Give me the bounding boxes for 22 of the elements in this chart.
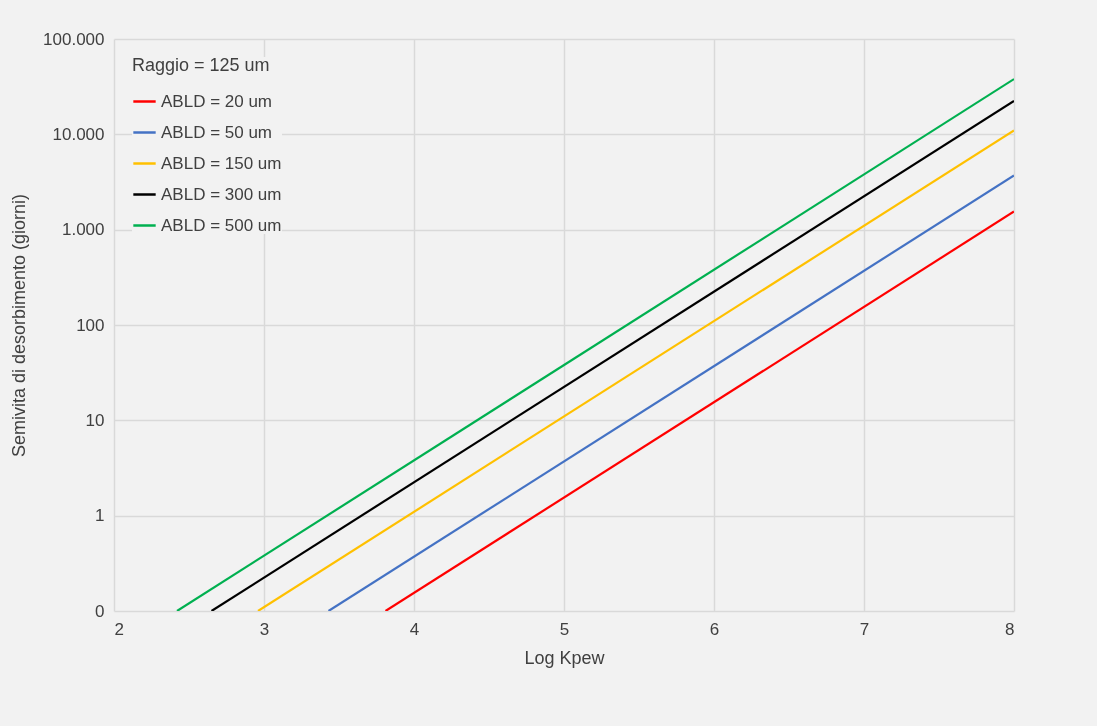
y-tick-label: 0: [95, 601, 105, 621]
legend-label: ABLD = 20 um: [161, 91, 273, 111]
y-tick-label: 100.000: [43, 29, 105, 49]
y-tick-label: 10.000: [52, 124, 105, 144]
x-tick-label: 2: [114, 619, 124, 639]
legend-label: ABLD = 300 um: [161, 184, 282, 204]
x-axis-title: Log Kpew: [524, 647, 606, 668]
x-tick-label: 5: [559, 619, 570, 639]
x-tick-label: 6: [709, 619, 720, 639]
x-tick-label: 4: [409, 619, 420, 639]
y-tick-label: 10: [85, 410, 105, 430]
x-tick-label: 3: [259, 619, 270, 639]
y-tick-label: 1: [95, 506, 105, 526]
legend-title: Raggio = 125 um: [132, 55, 270, 75]
y-tick-label: 1.000: [61, 220, 105, 240]
y-tick-label: 100: [76, 315, 105, 335]
x-tick-label: 8: [1005, 619, 1015, 639]
legend-label: ABLD = 150 um: [161, 153, 282, 173]
legend-label: ABLD = 50 um: [161, 122, 273, 142]
legend-label: ABLD = 500 um: [161, 215, 282, 235]
y-axis-title: Semivita di desorbimento (giorni): [9, 193, 30, 458]
x-tick-label: 7: [859, 619, 870, 639]
